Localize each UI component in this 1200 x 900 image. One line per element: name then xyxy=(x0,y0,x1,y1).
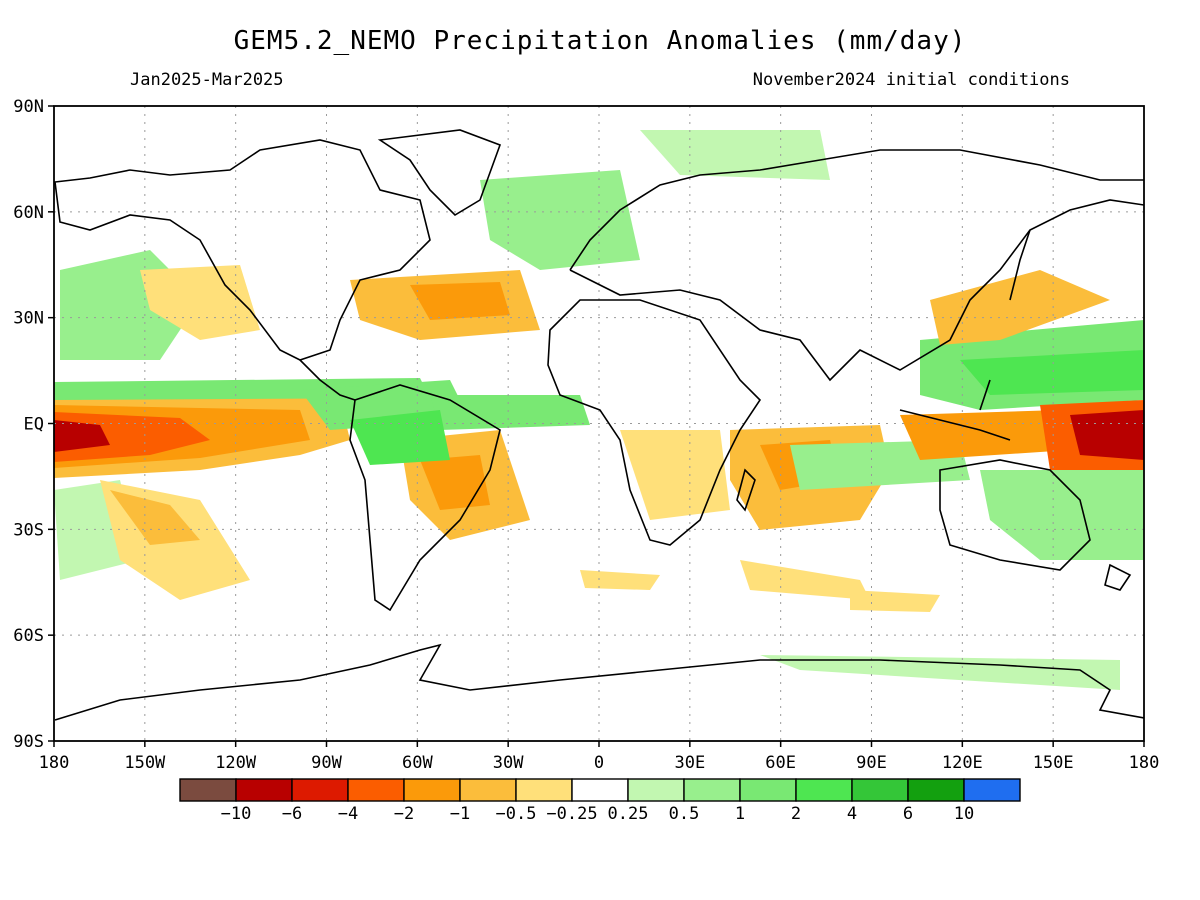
colorbar-swatch xyxy=(347,778,405,802)
anomaly-shading xyxy=(54,130,1144,690)
coast-maritime-continent xyxy=(899,379,1011,441)
lon-label: 30E xyxy=(674,753,705,773)
map-title: GEM5.2_NEMO Precipitation Anomalies (mm/… xyxy=(233,26,967,56)
colorbar-swatch xyxy=(851,778,909,802)
anomaly-pacific-dry-extreme xyxy=(54,420,110,452)
anomaly-japan-dry xyxy=(930,270,1110,345)
lon-label: 150E xyxy=(1033,753,1074,773)
colorbar-label: 2 xyxy=(791,804,801,824)
anomaly-wp-dry-core xyxy=(1070,410,1144,460)
colorbar-swatch xyxy=(907,778,965,802)
colorbar-label: −1 xyxy=(450,804,470,824)
colorbar-swatch xyxy=(235,778,293,802)
colorbar-label: −0.25 xyxy=(546,804,597,824)
lon-label: 90E xyxy=(856,753,887,773)
anomaly-n-atlantic-dry-core xyxy=(410,282,510,320)
coastlines xyxy=(54,129,1144,721)
lat-label: 60S xyxy=(13,626,44,646)
latitude-labels: 90N 60N 30N EQ 30S 60S 90S xyxy=(13,97,54,752)
lon-label: 150W xyxy=(124,753,166,773)
colorbar-label: 0.25 xyxy=(608,804,649,824)
coast-europe-asia xyxy=(569,149,1144,382)
lon-label: 60W xyxy=(402,753,433,773)
colorbar-swatch xyxy=(403,778,461,802)
anomaly-w-pacific-wet-core xyxy=(960,350,1144,395)
lat-label: 90N xyxy=(13,97,44,117)
coast-japan xyxy=(1009,229,1031,301)
anomaly-n-atlantic-wet xyxy=(480,170,640,270)
anomaly-australia-wet xyxy=(980,470,1144,560)
coast-madagascar xyxy=(736,468,756,512)
anomaly-southern-dry-3 xyxy=(580,570,660,590)
lat-label: 30N xyxy=(13,309,44,329)
lon-label: 30W xyxy=(493,753,524,773)
colorbar-label: 0.5 xyxy=(669,804,700,824)
colorbar-label: −2 xyxy=(394,804,414,824)
colorbar-swatch xyxy=(963,778,1021,802)
lat-lon-grid xyxy=(54,106,1144,741)
colorbar-label: −10 xyxy=(221,804,252,824)
anomaly-arctic-wet xyxy=(640,130,830,180)
anomaly-antarctic-wet xyxy=(760,655,1120,690)
anomaly-southern-dry-1 xyxy=(740,560,870,600)
anomaly-brazil-dry-core xyxy=(420,455,490,510)
lon-label: 60E xyxy=(765,753,796,773)
colorbar: −10 −6 −4 −2 −1 −0.5 −0.25 0.25 0.5 1 2 4 6 10 xyxy=(179,778,1021,824)
coast-central-america xyxy=(299,359,356,401)
colorbar-swatch xyxy=(459,778,517,802)
forecast-period: Jan2025-Mar2025 xyxy=(130,70,284,90)
colorbar-swatch xyxy=(571,778,629,802)
lon-label: 120E xyxy=(942,753,983,773)
colorbar-label: 4 xyxy=(847,804,857,824)
coast-antarctica xyxy=(54,643,1144,721)
initial-conditions: November2024 initial conditions xyxy=(752,70,1070,90)
anomaly-ne-pacific-dry xyxy=(140,265,260,340)
anomaly-s-africa-dry xyxy=(620,430,730,520)
colorbar-swatch xyxy=(739,778,797,802)
colorbar-swatch xyxy=(179,778,237,802)
colorbar-label: −6 xyxy=(282,804,302,824)
anomaly-s-pacific-dry-core xyxy=(110,490,200,545)
colorbar-label: 6 xyxy=(903,804,913,824)
lon-label: 120W xyxy=(215,753,257,773)
colorbar-swatch xyxy=(683,778,741,802)
coast-africa xyxy=(547,299,762,546)
colorbar-swatch xyxy=(291,778,349,802)
lon-label: 90W xyxy=(311,753,342,773)
anomaly-eq-atlantic-wet xyxy=(430,395,590,430)
lat-label: 60N xyxy=(13,203,44,223)
coast-greenland xyxy=(377,129,502,217)
coast-australia xyxy=(939,459,1091,571)
colorbar-label: 10 xyxy=(954,804,974,824)
lon-label: 180 xyxy=(1129,753,1160,773)
anomaly-maritime-dry xyxy=(900,410,1070,460)
coast-new-zealand xyxy=(1104,563,1132,591)
lon-label: 180 xyxy=(39,753,70,773)
colorbar-swatch xyxy=(795,778,853,802)
anomaly-southern-dry-2 xyxy=(850,590,940,612)
coast-north-america xyxy=(54,139,431,361)
colorbar-label: −4 xyxy=(338,804,358,824)
lat-label: EQ xyxy=(24,415,44,435)
colorbar-label: 1 xyxy=(735,804,745,824)
colorbar-swatch xyxy=(515,778,573,802)
lon-label: 0 xyxy=(594,753,604,773)
lat-label: 90S xyxy=(13,732,44,752)
longitude-labels: 180 150W 120W 90W 60W 30W 0 30E 60E 90E 120E 150E 18… xyxy=(39,741,1160,773)
colorbar-swatch xyxy=(627,778,685,802)
coast-south-america xyxy=(349,384,501,612)
lat-label: 30S xyxy=(13,520,44,540)
colorbar-label: −0.5 xyxy=(496,804,537,824)
